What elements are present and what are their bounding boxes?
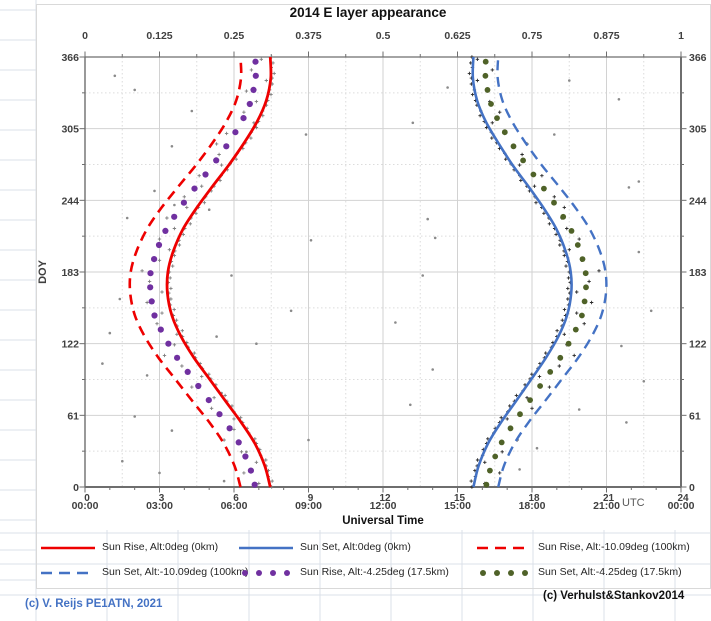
- legend-label: Sun Rise, Alt:0deg (0km): [102, 541, 219, 553]
- bottom-axis-hour-label: 9: [308, 493, 314, 504]
- chart-background: [36, 4, 711, 530]
- top-axis-tick-label: 0.25: [224, 30, 245, 42]
- bottom-axis-hour-label: 6: [233, 493, 239, 504]
- top-axis-tick-label: 0.375: [295, 30, 321, 42]
- bottom-axis-time-label: 03:00: [146, 500, 173, 512]
- legend-item-0[interactable]: Sun Rise, Alt:0deg (0km): [40, 540, 218, 555]
- left-axis-tick-label: 244: [61, 195, 79, 207]
- x-axis-title: Universal Time: [342, 515, 424, 527]
- chart-title: 2014 E layer appearance: [290, 5, 447, 20]
- bottom-axis-time-label: 00:00: [72, 500, 99, 512]
- legend-swatch-dashed: [41, 571, 95, 574]
- legend-label: Sun Rise, Alt:-4.25deg (17.5km): [300, 566, 449, 578]
- legend-item-2[interactable]: Sun Rise, Alt:-10.09deg (100km): [476, 540, 690, 555]
- utc-label: UTC: [622, 497, 645, 509]
- axis-ticks: [79, 51, 687, 493]
- series-sun-set-alt-4-25deg-17-5km: [482, 58, 589, 488]
- legend-item-1[interactable]: Sun Set, Alt:0deg (0km): [238, 540, 411, 555]
- left-axis-tick-label: 183: [61, 267, 79, 279]
- right-axis-tick-label: 305: [689, 124, 707, 136]
- top-axis-tick-label: 0.625: [444, 30, 470, 42]
- top-axis-tick-label: 0.75: [522, 30, 543, 42]
- right-axis-tick-label: 61: [689, 410, 701, 422]
- series-sun-set-alt-0deg-0km: [471, 56, 573, 488]
- right-axis-tick-label: 183: [689, 267, 707, 279]
- copyright-reijs[interactable]: (c) V. Reijs PE1ATN, 2021: [25, 598, 163, 610]
- legend-swatch-dashed: [477, 546, 531, 549]
- top-axis-tick-label: 1: [678, 30, 684, 42]
- right-axis-tick-label: 0: [689, 482, 695, 494]
- series-sun-rise-alt-0deg-0km: [165, 56, 273, 488]
- left-axis-tick-label: 305: [61, 124, 79, 136]
- bottom-axis-hour-label: 18: [528, 493, 540, 504]
- legend-swatch-solid: [41, 546, 95, 549]
- axis-labels: 2014 E layer appearance 0 0.125 0.25 0.375 0.…: [37, 5, 707, 527]
- bottom-axis-time-label: 06:00: [221, 500, 248, 512]
- series-sun-rise-alt-4-25deg-17-5km: [147, 58, 259, 488]
- legend-item-3[interactable]: Sun Set, Alt:-10.09deg (100km): [40, 565, 249, 580]
- legend-label: Sun Set, Alt:-10.09deg (100km): [102, 566, 249, 578]
- y-axis-title: DOY: [37, 259, 49, 284]
- top-axis-tick-label: 0.5: [376, 30, 391, 42]
- bottom-axis-hour-label: 15: [454, 493, 466, 504]
- right-axis-tick-label: 366: [689, 52, 707, 64]
- top-axis-tick-label: 0.125: [146, 30, 172, 42]
- scatter-outliers: [101, 74, 653, 483]
- bottom-axis-time-label: 18:00: [519, 500, 546, 512]
- bottom-axis-hour-label: 3: [159, 493, 165, 504]
- bottom-axis-hour-label: 0: [84, 493, 90, 504]
- legend-swatch-dots: [480, 569, 528, 576]
- left-axis-tick-label: 122: [61, 339, 79, 351]
- legend-label: Sun Set, Alt:0deg (0km): [300, 541, 411, 553]
- top-axis-tick-label: 0: [82, 30, 88, 42]
- bottom-axis-time-label: 21:00: [593, 500, 620, 512]
- minor-gridlines: [85, 57, 681, 487]
- bottom-axis-hour-label: 21: [603, 493, 615, 504]
- right-axis-tick-label: 244: [689, 195, 707, 207]
- legend-label: Sun Rise, Alt:-10.09deg (100km): [538, 541, 690, 553]
- legend-item-4[interactable]: Sun Rise, Alt:-4.25deg (17.5km): [238, 565, 449, 580]
- legend-item-5[interactable]: Sun Set, Alt:-4.25deg (17.5km): [476, 565, 682, 580]
- legend-label: Sun Set, Alt:-4.25deg (17.5km): [538, 566, 682, 578]
- top-axis-tick-label: 0.875: [593, 30, 619, 42]
- bottom-axis-time-label: 00:00: [668, 500, 695, 512]
- left-axis-tick-label: 61: [67, 410, 79, 422]
- copyright-verhulst-stankov[interactable]: (c) Verhulst&Stankov2014: [543, 590, 685, 602]
- left-axis-tick-label: 366: [61, 52, 79, 64]
- legend-swatch-dots: [242, 569, 290, 576]
- legend-swatch-solid: [239, 546, 293, 549]
- bottom-axis-time-label: 09:00: [295, 500, 322, 512]
- bottom-axis-hour-label: 24: [677, 493, 689, 504]
- left-axis-tick-label: 0: [73, 482, 79, 494]
- series-sun-rise-alt-10-09deg-100km: [128, 56, 243, 488]
- bottom-axis-time-label: 12:00: [370, 500, 397, 512]
- series-sun-set-alt-10-09deg-100km: [496, 56, 608, 488]
- right-axis-tick-label: 122: [689, 339, 707, 351]
- bottom-axis-time-label: 15:00: [444, 500, 471, 512]
- bottom-axis-hour-label: 12: [379, 493, 391, 504]
